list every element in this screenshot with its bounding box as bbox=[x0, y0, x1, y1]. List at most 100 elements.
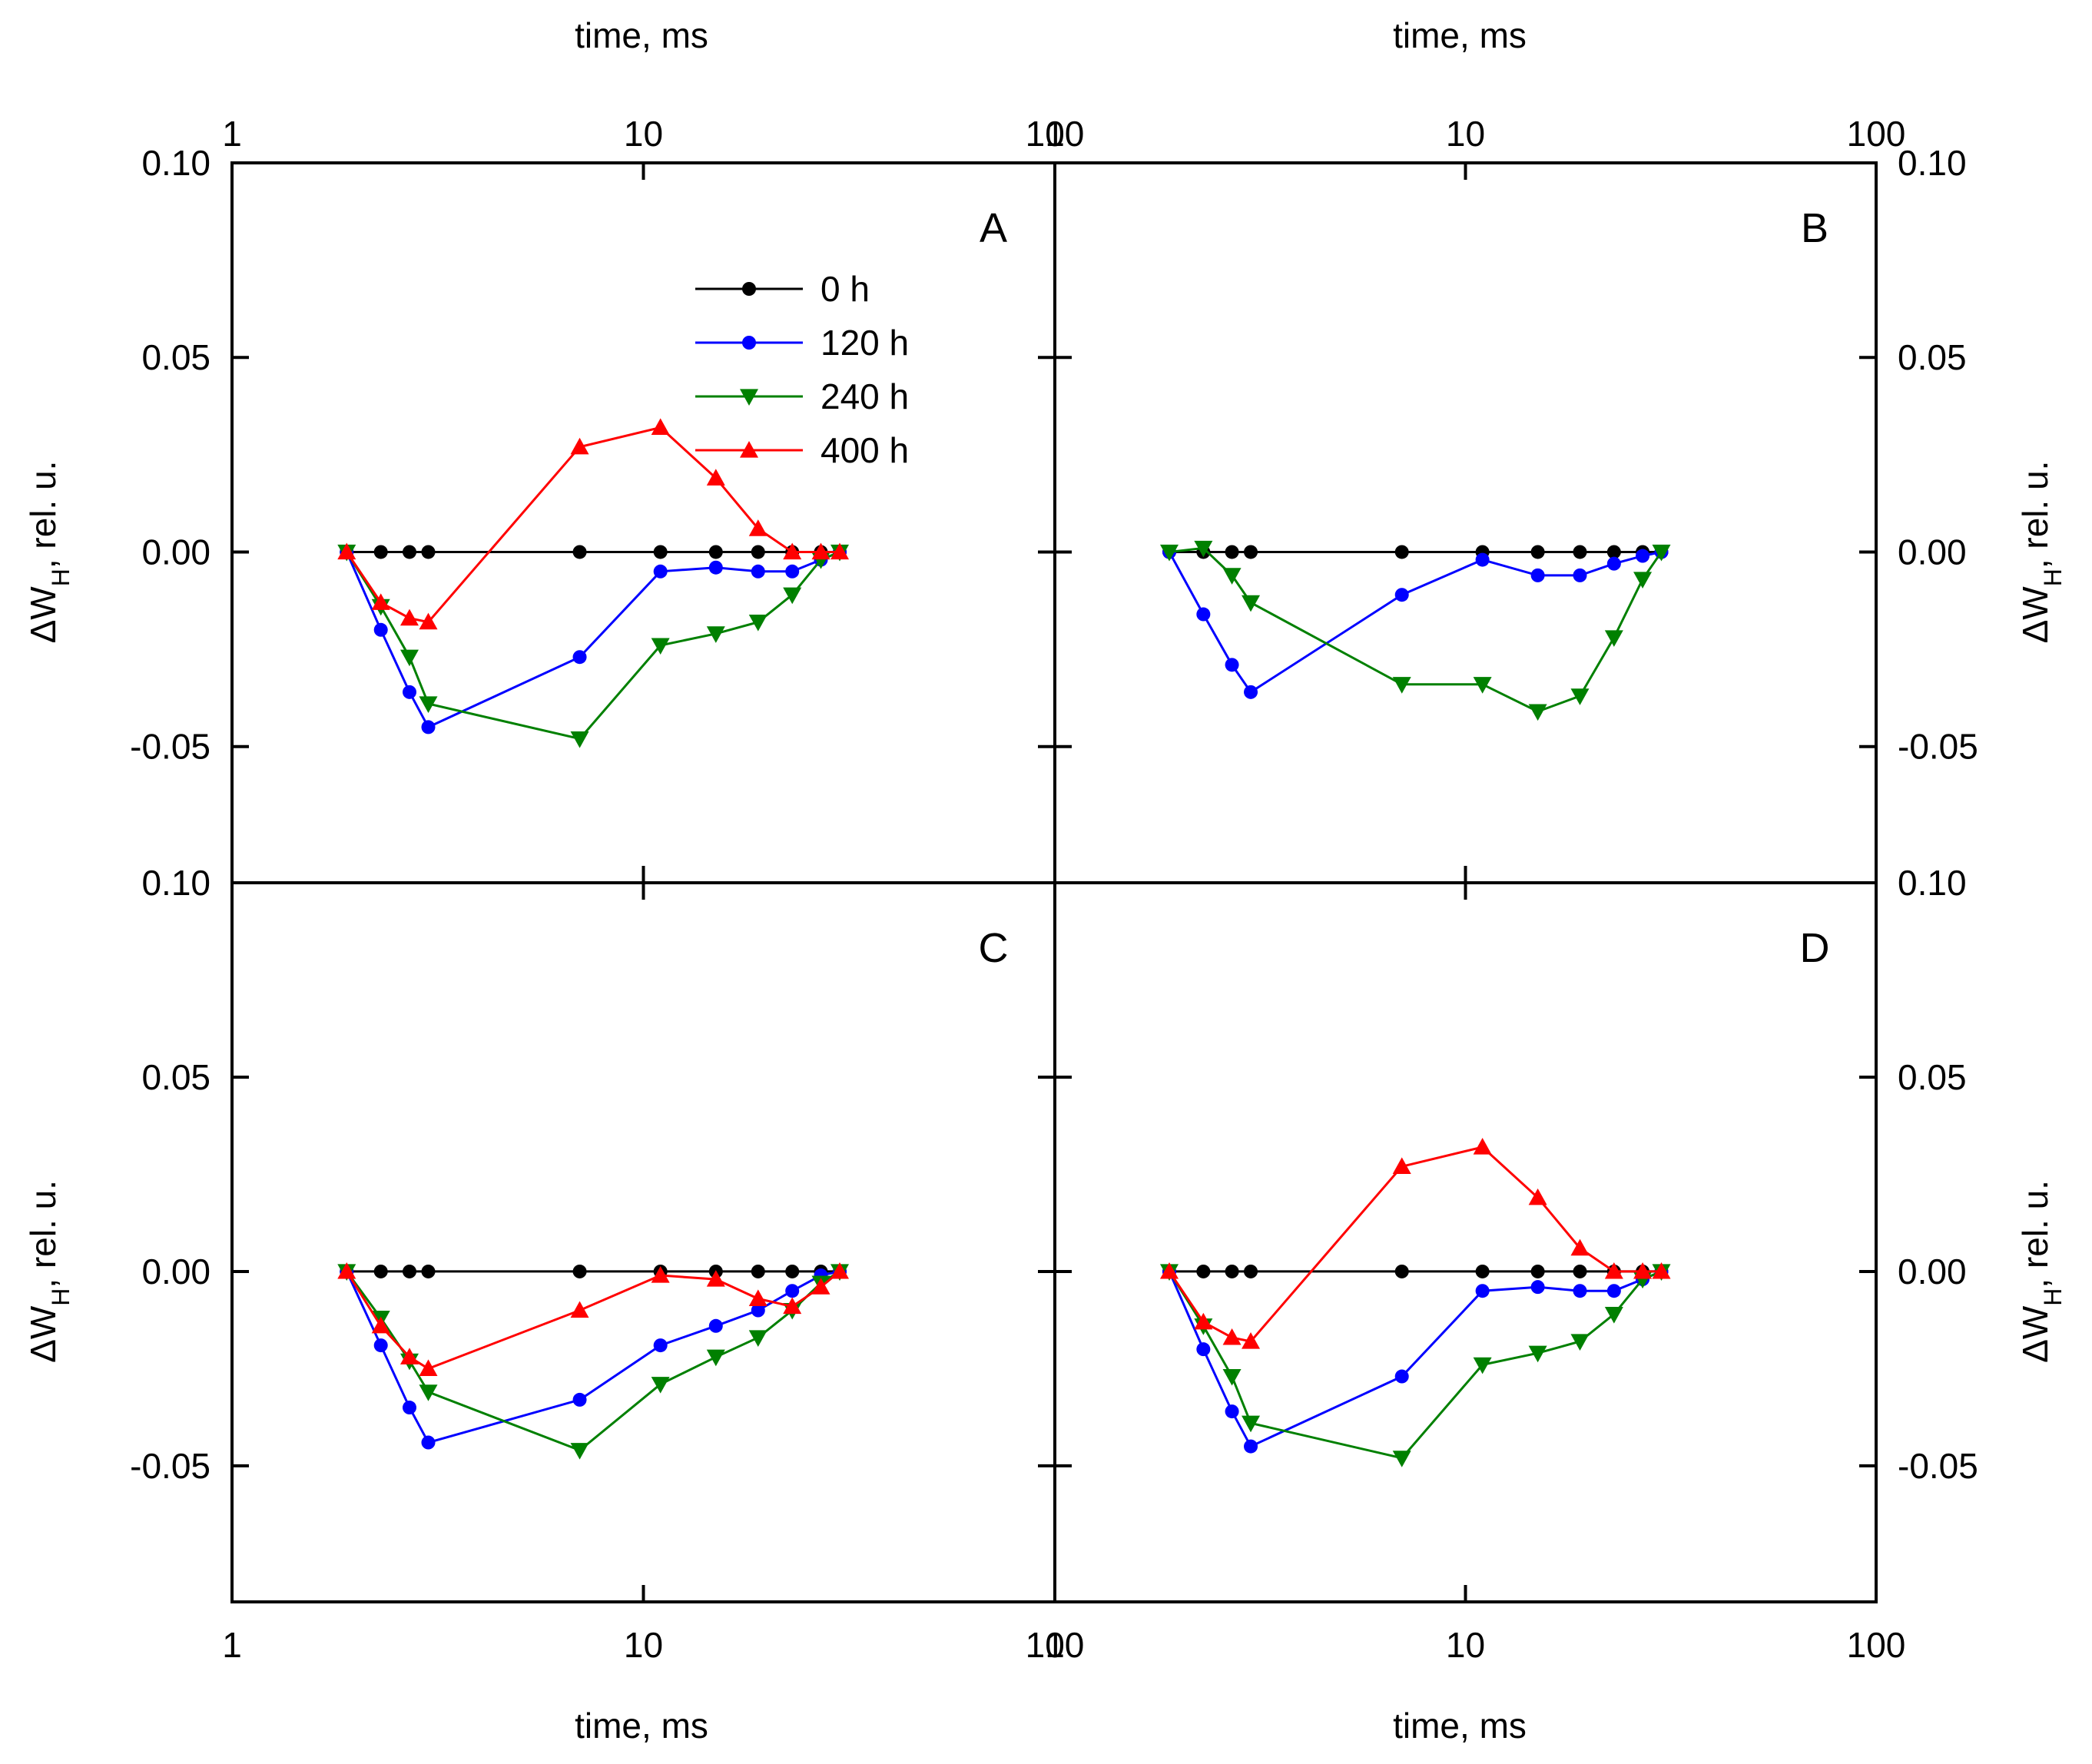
data-point-0h bbox=[1225, 545, 1239, 559]
data-point-0h bbox=[1244, 545, 1258, 559]
series-line-400h bbox=[346, 426, 840, 624]
y-tick-label: 0.05 bbox=[1898, 337, 1967, 377]
data-point-0h bbox=[1573, 545, 1587, 559]
data-point-0h bbox=[1475, 1264, 1490, 1278]
data-point-120h bbox=[751, 564, 765, 579]
data-point-120h bbox=[373, 622, 388, 637]
x-tick-label: 1 bbox=[222, 114, 242, 154]
y-tick-label: 0.10 bbox=[1898, 863, 1967, 903]
data-point-240h bbox=[1242, 1415, 1261, 1433]
data-point-120h bbox=[1475, 1284, 1490, 1298]
y-tick-label: 0.10 bbox=[1898, 143, 1967, 183]
data-point-120h bbox=[1606, 556, 1621, 571]
data-point-120h bbox=[1225, 1404, 1239, 1419]
y-tick-label: 0.05 bbox=[141, 1057, 211, 1097]
data-point-0h bbox=[785, 1264, 800, 1278]
data-point-240h bbox=[419, 1384, 438, 1401]
data-point-400h bbox=[1242, 1332, 1261, 1349]
data-point-120h bbox=[1636, 549, 1650, 563]
panel-label-d: D bbox=[1800, 925, 1830, 971]
data-point-120h bbox=[708, 1318, 723, 1333]
data-point-400h bbox=[1604, 1262, 1623, 1279]
data-point-400h bbox=[570, 1301, 589, 1318]
data-point-400h bbox=[1473, 1138, 1492, 1155]
x-tick-label: 1 bbox=[222, 1625, 242, 1665]
y-axis-title-symbol: ΔW bbox=[2015, 1305, 2055, 1363]
data-point-240h bbox=[748, 615, 768, 632]
x-axis-title-top-left: time, ms bbox=[575, 15, 708, 55]
x-tick-label: 100 bbox=[1026, 1625, 1085, 1665]
data-point-0h bbox=[402, 1264, 416, 1278]
data-point-240h bbox=[1392, 1451, 1411, 1467]
data-point-120h bbox=[1394, 1369, 1409, 1384]
data-point-400h bbox=[1159, 1262, 1179, 1279]
data-point-240h bbox=[1222, 1368, 1242, 1386]
y-tick-label: -0.05 bbox=[1898, 727, 1978, 767]
y-axis-title-unit: , rel. u. bbox=[23, 461, 63, 569]
panel-frame-a bbox=[230, 161, 1056, 884]
legend-label: 120 h bbox=[821, 323, 909, 363]
panel-a bbox=[337, 418, 849, 748]
data-point-400h bbox=[830, 542, 849, 560]
data-point-0h bbox=[373, 1264, 388, 1278]
data-point-120h bbox=[751, 1303, 765, 1318]
data-point-240h bbox=[1159, 544, 1179, 562]
data-point-120h bbox=[1573, 568, 1587, 582]
data-point-240h bbox=[1570, 1334, 1590, 1351]
data-point-0h bbox=[1394, 545, 1409, 559]
data-point-120h bbox=[1530, 1280, 1545, 1295]
data-point-240h bbox=[570, 1443, 589, 1460]
panel-b bbox=[1159, 540, 1671, 721]
y-axis-title-unit: , rel. u. bbox=[2015, 461, 2055, 569]
y-axis-title-b: ΔWH, rel. u. bbox=[2015, 461, 2067, 644]
panel-label-c: C bbox=[979, 925, 1009, 971]
y-tick-label: 0.05 bbox=[141, 337, 211, 377]
data-point-400h bbox=[1633, 1262, 1653, 1279]
data-point-0h bbox=[1196, 1264, 1211, 1278]
data-point-0h bbox=[1225, 1264, 1239, 1278]
y-axis-title-a: ΔWH, rel. u. bbox=[23, 461, 75, 644]
y-axis-title-unit: , rel. u. bbox=[2015, 1180, 2055, 1288]
y-axis-title-symbol: ΔW bbox=[2015, 586, 2055, 644]
y-tick-label: -0.05 bbox=[130, 727, 211, 767]
data-point-240h bbox=[1633, 572, 1653, 589]
y-tick-label: 0.10 bbox=[141, 863, 211, 903]
data-point-400h bbox=[651, 1266, 670, 1283]
legend-label: 400 h bbox=[821, 430, 909, 470]
data-point-240h bbox=[400, 649, 419, 667]
y-tick-label: 0.00 bbox=[1898, 1252, 1967, 1292]
data-point-400h bbox=[337, 542, 356, 560]
data-point-400h bbox=[337, 1262, 356, 1279]
legend-marker bbox=[742, 282, 756, 296]
data-point-240h bbox=[1528, 704, 1547, 721]
data-point-400h bbox=[811, 542, 831, 560]
data-point-120h bbox=[572, 1392, 587, 1407]
x-tick-label: 100 bbox=[1026, 114, 1085, 154]
data-point-0h bbox=[751, 545, 765, 559]
data-point-120h bbox=[1244, 1439, 1258, 1454]
legend-label: 0 h bbox=[821, 269, 870, 309]
data-point-120h bbox=[1606, 1284, 1621, 1298]
y-tick-label: -0.05 bbox=[130, 1446, 211, 1486]
series-line-120h bbox=[1168, 551, 1662, 694]
data-point-0h bbox=[1606, 545, 1621, 559]
y-axis-title-subscript: H bbox=[2039, 569, 2067, 586]
panel-c bbox=[337, 1262, 849, 1460]
panel-label-a: A bbox=[980, 205, 1007, 251]
y-tick-label: 0.10 bbox=[141, 143, 211, 183]
data-point-400h bbox=[1652, 1262, 1671, 1279]
data-point-0h bbox=[653, 545, 668, 559]
y-axis-title-symbol: ΔW bbox=[23, 1305, 63, 1363]
data-point-120h bbox=[402, 1401, 416, 1415]
data-point-240h bbox=[706, 626, 725, 643]
data-point-120h bbox=[572, 650, 587, 665]
data-point-400h bbox=[400, 608, 419, 626]
panel-frame-b bbox=[1053, 161, 1878, 884]
y-axis-title-d: ΔWH, rel. u. bbox=[2015, 1180, 2067, 1363]
x-tick-label: 1 bbox=[1045, 114, 1065, 154]
data-point-0h bbox=[421, 1264, 436, 1278]
y-axis-title-symbol: ΔW bbox=[23, 586, 63, 644]
series-line-400h bbox=[346, 1270, 840, 1371]
data-point-400h bbox=[830, 1262, 849, 1279]
